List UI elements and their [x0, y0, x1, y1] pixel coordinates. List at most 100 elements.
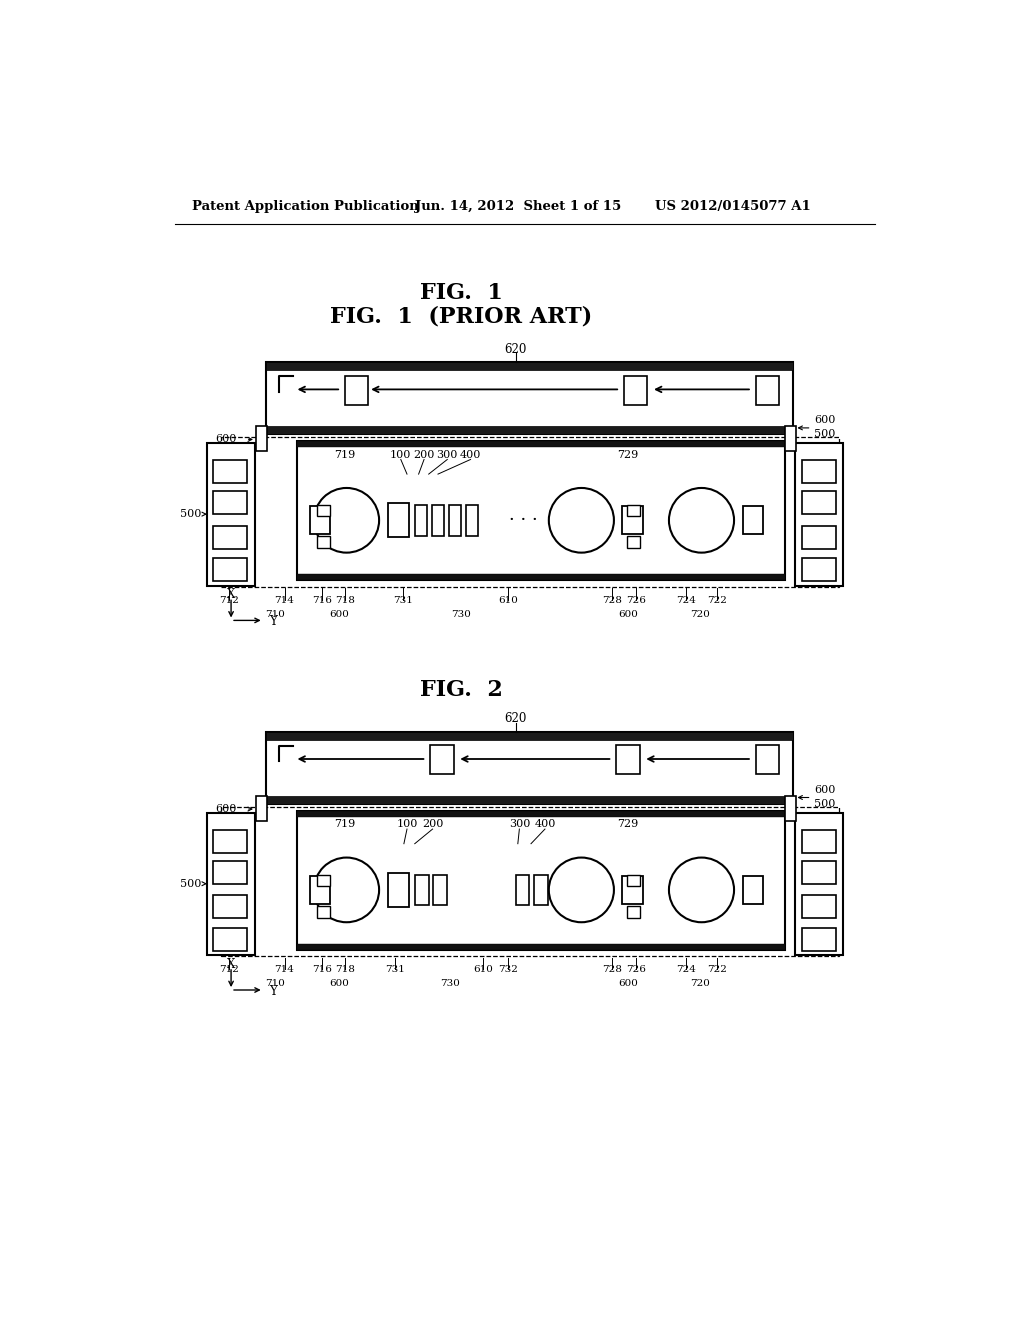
Text: 730: 730	[452, 610, 471, 619]
Bar	[623, 507, 643, 535]
Text: 600: 600	[329, 979, 349, 989]
Text: 610: 610	[473, 965, 493, 974]
Text: Patent Application Publication: Patent Application Publication	[191, 199, 418, 213]
Bar	[616, 744, 640, 775]
Bar	[802, 558, 837, 581]
Bar	[297, 810, 785, 950]
Bar	[623, 876, 643, 904]
Bar	[256, 796, 266, 821]
Text: 500: 500	[814, 799, 836, 809]
Text: 714: 714	[274, 595, 295, 605]
Bar	[221, 807, 840, 956]
Bar	[213, 861, 248, 884]
Bar	[756, 376, 779, 405]
Text: 720: 720	[690, 610, 710, 619]
Bar	[213, 558, 248, 581]
Bar	[466, 506, 478, 536]
Bar	[449, 506, 461, 536]
Bar	[432, 506, 444, 536]
Bar	[785, 796, 796, 821]
Bar	[297, 944, 785, 950]
Bar	[430, 744, 454, 775]
Bar	[317, 875, 330, 886]
Text: 400: 400	[460, 450, 481, 459]
Text: 710: 710	[265, 979, 286, 989]
Bar	[266, 363, 793, 434]
Text: 716: 716	[312, 595, 332, 605]
Bar	[213, 928, 248, 950]
Bar	[624, 376, 647, 405]
Bar	[795, 813, 843, 956]
Text: 500: 500	[814, 429, 836, 440]
Text: US 2012/0145077 A1: US 2012/0145077 A1	[655, 199, 811, 213]
Text: 600: 600	[617, 610, 638, 619]
Bar	[213, 895, 248, 919]
Bar	[802, 525, 837, 549]
Bar	[415, 875, 429, 906]
Bar	[256, 426, 266, 451]
Bar	[207, 444, 255, 586]
Bar	[627, 906, 640, 917]
Text: 731: 731	[385, 965, 406, 974]
Text: 716: 716	[312, 965, 332, 974]
Bar	[297, 574, 785, 581]
Text: Jun. 14, 2012  Sheet 1 of 15: Jun. 14, 2012 Sheet 1 of 15	[415, 199, 621, 213]
Bar	[802, 861, 837, 884]
Bar	[266, 426, 793, 434]
Bar	[317, 536, 330, 548]
Text: 300: 300	[509, 820, 530, 829]
Bar	[297, 441, 785, 581]
Text: 712: 712	[219, 965, 239, 974]
Text: 300: 300	[436, 450, 458, 459]
Bar	[221, 437, 840, 586]
Text: 400: 400	[535, 820, 556, 829]
Text: 600: 600	[617, 979, 638, 989]
Bar	[207, 813, 255, 956]
Text: 724: 724	[676, 595, 696, 605]
Bar	[627, 875, 640, 886]
Text: X: X	[227, 589, 236, 602]
Bar	[266, 733, 793, 804]
Bar	[756, 744, 779, 775]
Bar	[266, 733, 793, 739]
Text: FIG.  2: FIG. 2	[420, 678, 503, 701]
Bar	[742, 507, 763, 535]
Text: 722: 722	[707, 965, 727, 974]
Text: 100: 100	[390, 450, 412, 459]
Text: 729: 729	[617, 450, 639, 459]
Text: 730: 730	[439, 979, 460, 989]
Bar	[297, 441, 785, 447]
Text: 726: 726	[626, 965, 645, 974]
Text: 100: 100	[396, 820, 418, 829]
Bar	[266, 796, 793, 804]
Text: FIG.  1  (PRIOR ART): FIG. 1 (PRIOR ART)	[330, 305, 592, 327]
Text: 719: 719	[335, 820, 355, 829]
Text: 600: 600	[814, 785, 836, 795]
Text: Y: Y	[269, 615, 276, 628]
Text: 200: 200	[422, 820, 443, 829]
Text: 600: 600	[814, 416, 836, 425]
Text: 200: 200	[414, 450, 435, 459]
Bar	[297, 810, 785, 817]
Text: 722: 722	[707, 595, 727, 605]
Text: 718: 718	[335, 965, 355, 974]
Bar	[213, 491, 248, 515]
Text: X: X	[227, 958, 236, 972]
Text: 720: 720	[690, 979, 710, 989]
Text: 728: 728	[602, 595, 623, 605]
Bar	[742, 876, 763, 904]
Text: 600: 600	[215, 434, 237, 445]
Bar	[802, 830, 837, 853]
Text: 710: 710	[265, 610, 286, 619]
Text: 724: 724	[676, 965, 696, 974]
Bar	[317, 506, 330, 516]
Bar	[415, 506, 427, 536]
Bar	[345, 376, 369, 405]
Text: FIG.  1: FIG. 1	[420, 282, 503, 304]
Text: 620: 620	[504, 713, 526, 726]
Text: 600: 600	[215, 804, 237, 814]
Text: 731: 731	[393, 595, 413, 605]
Bar	[317, 906, 330, 917]
Bar	[627, 506, 640, 516]
Bar	[213, 525, 248, 549]
